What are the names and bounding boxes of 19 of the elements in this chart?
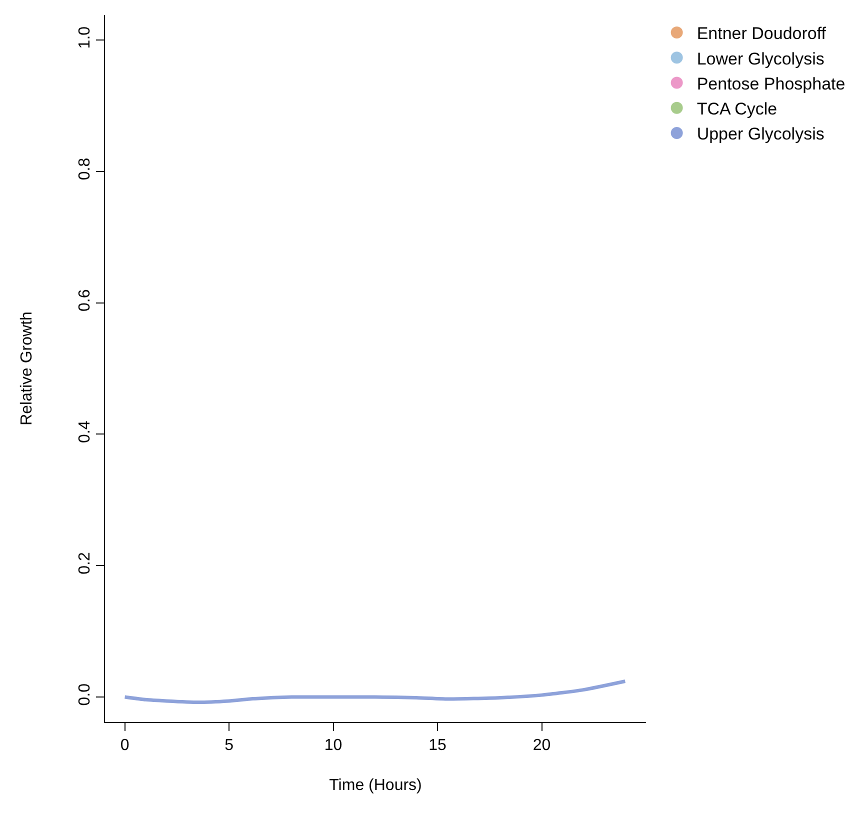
legend-label: Upper Glycolysis [696,124,824,144]
y-tick-label: 0.4 [76,420,94,443]
x-tick-label: 15 [428,737,447,754]
y-tick-label: 0.0 [76,683,94,706]
legend-label: Entner Doudoroff [696,24,826,44]
y-tick-label: 0.8 [76,158,94,180]
line-series [123,680,627,704]
legend-label: Pentose Phosphate [696,74,846,94]
x-tick-label: 5 [224,737,234,754]
y-axis-title: Relative Growth [18,312,36,426]
x-axis-title: Time (Hours) [329,776,422,794]
x-tick-label: 0 [120,737,130,754]
y-tick-label: 1.0 [76,26,94,49]
legend-label: Lower Glycolysis [696,49,824,68]
legend-label: TCA Cycle [696,99,778,118]
x-tick-label: 10 [324,737,342,754]
y-tick-label: 0.2 [76,552,94,574]
x-tick-label: 20 [532,737,551,754]
y-tick-label: 0.6 [76,289,94,312]
